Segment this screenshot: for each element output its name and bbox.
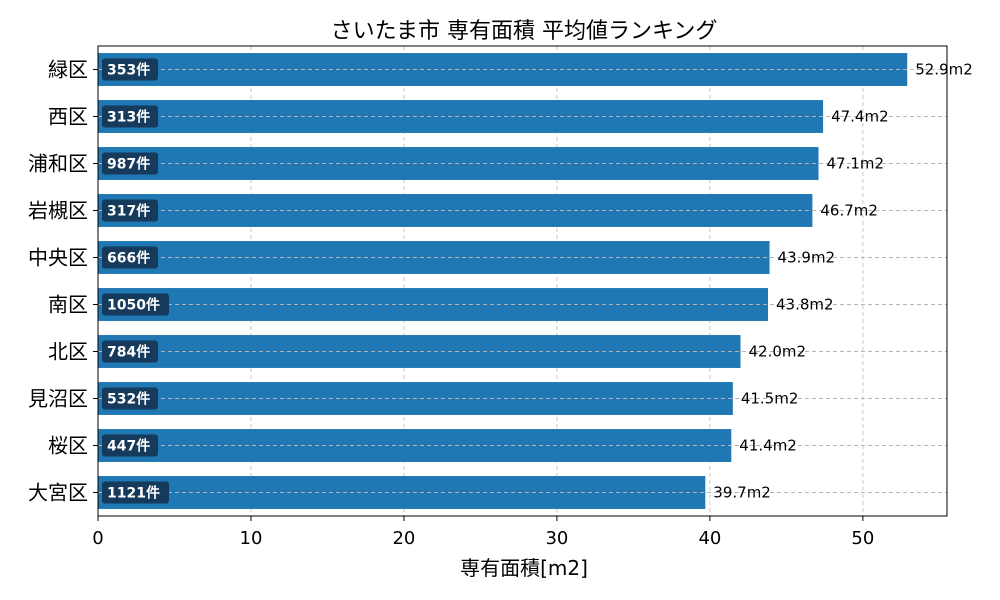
category-label-3: 岩槻区	[28, 199, 88, 223]
category-label-5: 南区	[48, 293, 88, 317]
bar-4	[98, 241, 770, 274]
category-label-0: 緑区	[48, 58, 88, 82]
category-label-9: 大宮区	[28, 481, 88, 505]
count-badge-0	[102, 58, 158, 81]
count-badge-6	[102, 340, 158, 363]
count-label-2: 987件	[107, 156, 150, 173]
bar-5	[98, 288, 769, 321]
category-label-7: 見沼区	[28, 387, 88, 411]
value-label-8: 41.4m2	[739, 437, 797, 455]
category-label-2: 浦和区	[28, 152, 88, 176]
count-label-6: 784件	[107, 344, 150, 361]
count-label-9: 1121件	[107, 485, 160, 502]
x-axis-label: 専有面積[m2]	[460, 556, 588, 580]
count-badge-1	[102, 105, 158, 128]
value-label-7: 41.5m2	[741, 390, 799, 408]
chart-title: さいたま市 専有面積 平均値ランキング	[331, 19, 718, 44]
category-label-6: 北区	[48, 340, 88, 364]
x-tick-label-0: 0	[92, 528, 103, 549]
value-label-9: 39.7m2	[713, 484, 771, 502]
count-badge-3	[102, 199, 158, 222]
plot-frame	[97, 45, 948, 517]
x-tick-label-4: 40	[698, 528, 721, 549]
count-badge-7	[102, 387, 158, 410]
count-label-3: 317件	[107, 203, 150, 220]
count-label-7: 532件	[107, 391, 150, 408]
x-tick-label-5: 50	[851, 528, 874, 549]
count-label-4: 666件	[107, 250, 150, 267]
bars: 353件 52.9m2 313件 47.4m2 987件 47.1m2 317件 46.7m2…	[98, 53, 973, 509]
count-badge-2	[102, 152, 158, 175]
count-badge-9	[102, 481, 169, 504]
count-badge-5	[102, 293, 169, 316]
count-badge-8	[102, 434, 158, 457]
count-label-1: 313件	[107, 109, 150, 126]
value-label-6: 42.0m2	[748, 343, 806, 361]
category-label-4: 中央区	[28, 246, 88, 270]
value-label-2: 47.1m2	[827, 155, 885, 173]
value-label-1: 47.4m2	[831, 108, 889, 126]
x-tick-label-2: 20	[392, 528, 415, 549]
x-tick-label-1: 10	[240, 528, 263, 549]
x-tick-label-3: 30	[545, 528, 568, 549]
value-label-0: 52.9m2	[915, 61, 973, 79]
count-label-5: 1050件	[107, 297, 160, 314]
count-badge-4	[102, 246, 158, 269]
count-label-8: 447件	[107, 438, 150, 455]
value-label-5: 43.8m2	[776, 296, 834, 314]
value-label-3: 46.7m2	[820, 202, 878, 220]
value-label-4: 43.9m2	[778, 249, 836, 267]
count-label-0: 353件	[107, 62, 150, 79]
category-label-1: 西区	[48, 105, 88, 129]
category-label-8: 桜区	[48, 434, 88, 458]
